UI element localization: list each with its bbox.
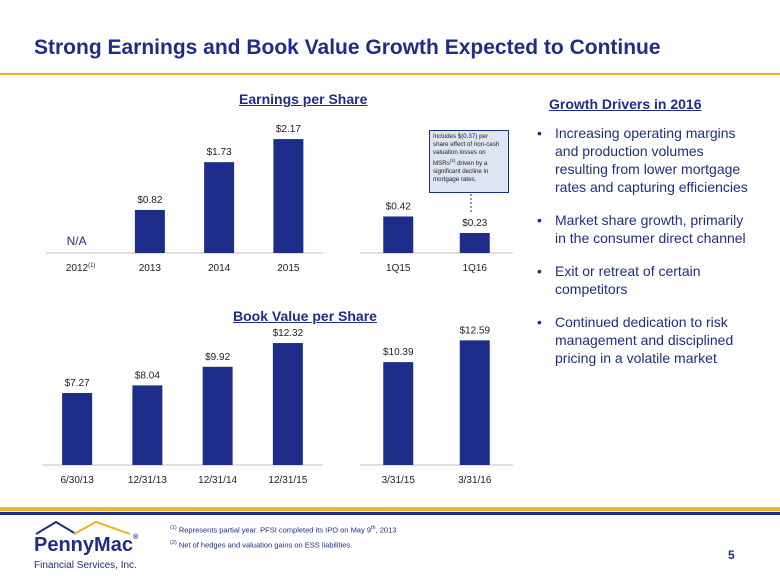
pennymac-logo: PennyMac® Financial Services, Inc. <box>34 520 154 578</box>
eps-annual-data-label: $0.82 <box>137 195 162 206</box>
eps-annual-data-label: $2.17 <box>276 124 301 135</box>
bvps-annual-tick-label: 12/31/13 <box>128 475 167 486</box>
bullet-icon: • <box>537 125 542 141</box>
bvps-annual-data-label: $12.32 <box>273 328 304 339</box>
growth-driver-item: • Continued dedication to risk management… <box>537 314 734 366</box>
eps-annual-data-label: $1.73 <box>207 147 232 158</box>
bvps-annual-tick-label: 6/30/13 <box>60 475 94 486</box>
charts-area: N/A 2012(1) $0.82 2013 $1.73 2014 $2.17 2015 $0.… <box>42 124 513 486</box>
growth-driver-item: • Exit or retreat of certain competitors <box>537 263 701 297</box>
eps-annual-tick-label: 2012(1) <box>66 263 96 274</box>
growth-driver-item: • Market share growth, primarily in the c… <box>537 212 746 246</box>
bvps-annual-bar <box>202 366 233 465</box>
eps-quarterly-tick-label: 1Q16 <box>463 263 488 274</box>
footnote-1: (1) Represents partial year. PFSI comple… <box>170 525 397 535</box>
eps-quarterly-bar <box>459 232 490 253</box>
page-title: Strong Earnings and Book Value Growth Ex… <box>34 36 661 59</box>
bullet-icon: • <box>537 212 542 228</box>
footnote-2: (2) Net of hedges and valuation gains on… <box>170 539 353 550</box>
eps-callout-note: Includes $(0.37) per share effect of non… <box>429 130 509 193</box>
eps-quarterly-bar <box>383 216 414 253</box>
bvps-quarterly-data-label: $10.39 <box>383 347 414 358</box>
eps-chart-title: Earnings per Share <box>239 91 368 107</box>
bvps-annual-data-label: $7.27 <box>65 378 90 389</box>
bvps-quarterly-data-label: $12.59 <box>459 325 490 336</box>
footnotes: (1) Represents partial year. PFSI comple… <box>170 522 396 551</box>
logo-subtitle: Financial Services, Inc. <box>34 560 137 571</box>
bvps-annual-bar <box>132 385 163 465</box>
eps-annual-bar <box>134 209 165 253</box>
eps-annual-data-label: N/A <box>67 234 87 248</box>
bullet-icon: • <box>537 263 542 279</box>
eps-annual-tick-label: 2013 <box>139 263 162 274</box>
bvps-quarterly-bar <box>459 340 490 465</box>
growth-drivers-list: • Increasing operating margins and produc… <box>537 124 757 382</box>
growth-driver-item: • Increasing operating margins and produc… <box>537 125 748 195</box>
footer-gold-rule <box>0 507 780 511</box>
eps-annual-tick-label: 2014 <box>208 263 231 274</box>
house-roof-icon <box>35 520 131 535</box>
bvps-annual-bar <box>62 393 93 465</box>
bvps-annual-bar <box>272 343 303 465</box>
bvps-chart-title: Book Value per Share <box>233 308 377 324</box>
bvps-quarterly-bar <box>383 362 414 465</box>
eps-annual-tick-label: 2015 <box>277 263 300 274</box>
bvps-annual-data-label: $8.04 <box>135 370 160 381</box>
bvps-annual-tick-label: 12/31/14 <box>198 475 237 486</box>
title-rule <box>0 73 780 75</box>
eps-quarterly-tick-label: 1Q15 <box>386 263 411 274</box>
page-number: 5 <box>728 548 735 562</box>
footer-blue-rule <box>0 512 780 515</box>
eps-quarterly-data-label: $0.42 <box>386 201 411 212</box>
eps-annual-bar <box>273 139 304 253</box>
bvps-quarterly-tick-label: 3/31/15 <box>382 475 416 486</box>
logo-wordmark: PennyMac® <box>34 534 139 556</box>
bvps-annual-data-label: $9.92 <box>205 352 230 363</box>
bvps-quarterly-tick-label: 3/31/16 <box>458 475 492 486</box>
bullet-icon: • <box>537 314 542 330</box>
eps-annual-bar <box>204 162 235 253</box>
bvps-annual-tick-label: 12/31/15 <box>268 475 307 486</box>
growth-drivers-title: Growth Drivers in 2016 <box>549 96 702 112</box>
eps-quarterly-data-label: $0.23 <box>462 218 487 229</box>
